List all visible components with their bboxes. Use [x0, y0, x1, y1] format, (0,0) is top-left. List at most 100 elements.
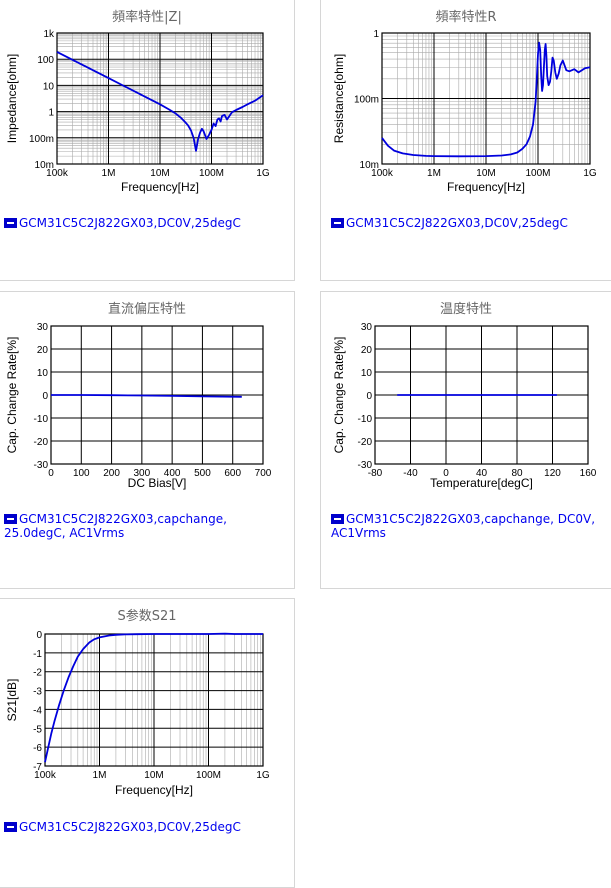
legend-label: GCM31C5C2J822GX03,capchange, DC0V, AC1Vr…	[331, 512, 596, 540]
x-tick-label: 500	[194, 468, 211, 479]
y-tick-label: 10	[37, 368, 49, 379]
x-tick-label: 10M	[476, 168, 495, 179]
series-line	[381, 41, 591, 158]
x-tick-label: 160	[580, 468, 597, 479]
legend-item[interactable]: GCM31C5C2J822GX03,DC0V,25degC	[4, 216, 241, 230]
x-tick-label: 100k	[46, 168, 69, 179]
y-tick-label: 100	[37, 55, 54, 66]
y-tick-label: 0	[42, 391, 48, 402]
y-tick-label: -30	[34, 460, 49, 471]
chart-title: 頻率特性R	[435, 10, 497, 25]
x-tick-label: 100k	[34, 770, 57, 781]
x-tick-label: 100M	[196, 770, 221, 781]
legend-label: GCM31C5C2J822GX03,DC0V,25degC	[19, 820, 241, 834]
y-axis-label: Cap. Change Rate[%]	[332, 337, 346, 454]
legend-label: GCM31C5C2J822GX03,DC0V,25degC	[346, 216, 568, 230]
chart-title: 頻率特性|Z|	[112, 10, 182, 25]
legend-marker-icon	[331, 514, 344, 524]
x-tick-label: 700	[255, 468, 272, 479]
chart-panel-dc-bias: 直流偏压特性 0 100 200 300 400 500 600 700 -30 -20 -10 0 1…	[0, 291, 295, 589]
y-axis-label: S21[dB]	[5, 679, 19, 722]
x-tick-label: 120	[544, 468, 561, 479]
y-tick-label: -2	[33, 668, 42, 679]
y-tick-label: -1	[33, 649, 42, 660]
chart-dc-bias: 0 100 200 300 400 500 600 700 -30 -20 -10 0 10 20 30 DC…	[5, 322, 272, 490]
series-line	[44, 632, 263, 763]
y-tick-label: 0	[366, 391, 372, 402]
x-tick-label: 40	[476, 468, 488, 479]
x-axis-label: DC Bias[V]	[128, 476, 187, 490]
y-tick-label: -5	[33, 724, 42, 735]
legend-marker-icon	[4, 822, 17, 832]
y-tick-label: 100m	[354, 95, 379, 106]
x-tick-label: 0	[48, 468, 54, 479]
legend-marker-icon	[4, 218, 17, 228]
legend-marker-icon	[4, 514, 17, 524]
y-tick-label: -20	[34, 437, 49, 448]
chart-panel-temperature: 温度特性 -80 -40 0 40 80 120 160 -30 -20 -10 0 10 20 30 Te…	[320, 291, 611, 589]
plot-frame	[374, 325, 589, 465]
x-tick-label: 1G	[256, 770, 270, 781]
legend-label: GCM31C5C2J822GX03,DC0V,25degC	[19, 216, 241, 230]
y-tick-label: 10	[43, 81, 55, 92]
series-line	[56, 51, 264, 152]
y-axis-label: Cap. Change Rate[%]	[5, 337, 19, 454]
y-tick-label: 10m	[35, 160, 54, 171]
y-tick-label: -10	[34, 414, 49, 425]
y-tick-label: 1k	[43, 29, 55, 40]
x-axis-label: Frequency[Hz]	[121, 180, 199, 194]
y-tick-label: -3	[33, 687, 42, 698]
x-tick-label: 1G	[256, 168, 270, 179]
x-tick-label: 100	[73, 468, 90, 479]
y-tick-label: 10m	[360, 160, 379, 171]
x-tick-label: 10M	[150, 168, 169, 179]
y-tick-label: 0	[36, 630, 42, 641]
y-tick-label: -10	[358, 414, 373, 425]
y-tick-label: -20	[358, 437, 373, 448]
chart-temperature: -80 -40 0 40 80 120 160 -30 -20 -10 0 10 20 30 Tempera…	[332, 322, 597, 490]
y-tick-label: 30	[37, 322, 49, 333]
y-tick-label: -6	[33, 743, 42, 754]
chart-title: 直流偏压特性	[107, 302, 186, 317]
x-tick-label: 100k	[371, 168, 394, 179]
y-tick-label: 20	[361, 345, 373, 356]
x-tick-label: -40	[403, 468, 418, 479]
chart-panel-s21: S参数S21 100k 1M 10M 100M 1G -7 -6 -5 -4 -3 -2 -1 0 Fre…	[0, 598, 295, 888]
x-tick-label: 1M	[427, 168, 441, 179]
series-line	[51, 394, 242, 398]
chart-title: S参数S21	[117, 609, 177, 624]
x-tick-label: 1M	[93, 770, 107, 781]
y-tick-label: 20	[37, 345, 49, 356]
legend-item[interactable]: GCM31C5C2J822GX03,capchange, 25.0degC, A…	[4, 512, 274, 540]
y-axis-label: Impedance[ohm]	[5, 54, 19, 143]
y-tick-label: 100m	[29, 134, 54, 145]
legend-item[interactable]: GCM31C5C2J822GX03,DC0V,25degC	[331, 216, 568, 230]
chart-panel-resistance: 頻率特性R 100k 1M 10M 100M 1G 10m 100m 1 Frequency[H…	[320, 0, 611, 281]
chart-s21: 100k 1M 10M 100M 1G -7 -6 -5 -4 -3 -2 -1 0 Frequency[…	[5, 630, 270, 797]
x-tick-label: 200	[103, 468, 120, 479]
x-tick-label: 400	[164, 468, 181, 479]
x-tick-label: 80	[511, 468, 523, 479]
y-tick-label: 10	[361, 368, 373, 379]
x-tick-label: 300	[134, 468, 151, 479]
legend-label: GCM31C5C2J822GX03,capchange, 25.0degC, A…	[4, 512, 227, 540]
chart-title: 温度特性	[439, 302, 492, 317]
x-tick-label: 600	[224, 468, 241, 479]
x-tick-label: 1G	[583, 168, 597, 179]
x-tick-label: -80	[368, 468, 383, 479]
legend-marker-icon	[331, 218, 344, 228]
x-tick-label: 100M	[525, 168, 550, 179]
x-tick-label: 100M	[199, 168, 224, 179]
plot-frame	[381, 32, 591, 165]
x-axis-label: Frequency[Hz]	[447, 180, 525, 194]
x-axis-label: Temperature[degC]	[430, 476, 533, 490]
chart-impedance: 100k 1M 10M 100M 1G 10m 100m 1 10 100 1k Frequency[…	[5, 29, 270, 194]
legend-item[interactable]: GCM31C5C2J822GX03,DC0V,25degC	[4, 820, 241, 834]
x-tick-label: 0	[443, 468, 449, 479]
chart-resistance: 100k 1M 10M 100M 1G 10m 100m 1 Frequency[Hz] Resi…	[332, 29, 597, 194]
y-tick-label: 30	[361, 322, 373, 333]
y-tick-label: 1	[48, 108, 54, 119]
x-tick-label: 1M	[102, 168, 116, 179]
y-tick-label: 1	[373, 29, 379, 40]
legend-item[interactable]: GCM31C5C2J822GX03,capchange, DC0V, AC1Vr…	[331, 512, 601, 540]
